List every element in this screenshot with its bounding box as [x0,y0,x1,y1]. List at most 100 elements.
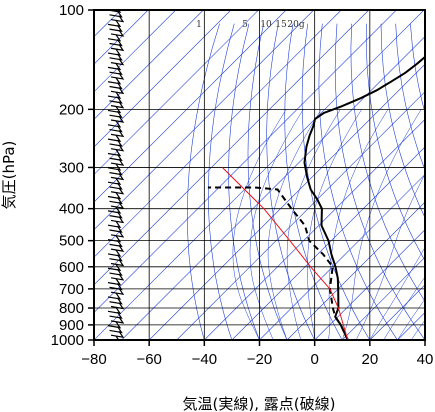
isotherm-line [94,10,259,175]
wind-barb [109,297,123,305]
wind-barb [107,163,122,171]
isotherm-line [94,10,370,286]
isotherm-line [94,10,314,231]
x-tick-label: −40 [192,351,217,368]
isotherm-line [424,339,425,340]
wind-barb [110,115,125,123]
wind-barbs [107,10,125,340]
x-tick-label: 20 [361,351,378,368]
dry-adiabat-line [365,23,425,262]
x-tick-label: −60 [136,351,161,368]
wind-barb [110,201,125,209]
isotherm-line [286,201,425,340]
wind-barb [109,254,123,262]
isotherm-line [94,10,397,313]
wind-barb [110,130,125,138]
y-tick-label: 600 [59,259,84,276]
moist-adiabat-line [410,319,425,340]
dry-adiabat-line [247,23,288,340]
wind-barb [109,211,123,219]
moist-adiabat-line [424,339,425,340]
y-tick-label: 500 [59,233,84,250]
wind-barb [110,101,125,109]
sounding-series [207,55,425,340]
mixing-ratio-label: 20g [287,20,304,30]
wind-barb [107,192,122,200]
wind-barb [110,58,125,66]
wind-barb [109,311,123,319]
wind-barb [109,283,123,291]
wind-barb [107,321,122,329]
isotherm-line [94,10,425,340]
dry-adiabat-line [395,23,425,171]
dry-adiabat-line [318,23,398,340]
isotherm-line [397,311,425,340]
y-tick-label: 700 [59,281,84,298]
x-axis: −80 −60 −40 −20 0 20 40 [81,340,433,368]
wind-barb [109,24,123,32]
series-line-1 [207,186,349,340]
mixing-ratio-labels: 1 5 10 15 20g [196,20,305,30]
wind-barb [110,173,125,181]
wind-barb [107,206,122,214]
wind-barb [107,177,122,185]
moist-adiabat-line [267,109,322,340]
wind-barb [110,72,125,80]
y-tick-label: 100 [59,2,84,19]
dry-adiabat-line [228,23,260,340]
y-tick-label: 800 [59,300,84,317]
x-tick-label: 40 [417,351,434,368]
wind-barb [107,220,122,229]
isotherm-line [231,146,425,340]
x-tick-label: −80 [81,351,106,368]
wind-barb [109,110,123,119]
wind-barb [110,216,125,224]
wind-barb [110,15,125,23]
wind-barb [109,326,123,334]
wind-barb [110,287,125,295]
dry-adiabat-line [350,23,425,302]
isotherm-line [94,10,342,258]
dry-adiabat-line [424,23,425,27]
dry-adiabat-line [380,23,425,219]
wind-barb [109,82,123,90]
dry-adiabat-line [301,23,371,340]
y-tick-label: 900 [59,317,84,334]
wind-barb [110,273,125,281]
wind-barb [107,20,122,28]
wind-barb [110,244,125,252]
dry-adiabat-line [266,23,315,340]
isotherm-line [94,10,204,120]
y-tick-label: 300 [59,159,84,176]
wind-barb [107,34,122,42]
wind-barb [109,196,123,205]
wind-barb [109,225,123,233]
wind-barb [110,230,125,238]
wind-barb [109,53,123,61]
mixing-ratio-label: 1 [196,20,202,30]
isotherm-line [94,10,232,148]
mixing-ratio-label: 10 [260,20,272,30]
wind-barb [107,278,122,286]
wind-barb [109,125,123,133]
wind-barb [110,29,125,37]
wind-barb [109,268,123,276]
wind-barb [110,316,125,324]
wind-barb [107,63,122,71]
moist-adiabat-line [383,276,425,340]
isotherm-line [121,36,425,340]
x-tick-label: −20 [247,351,272,368]
x-axis-title: 気温(実線), 露点(破線) [183,395,336,412]
wind-barb [107,120,122,128]
mixing-ratio-label: 5 [242,20,248,30]
wind-barb [107,48,122,56]
wind-barb [107,235,122,243]
wind-barb [109,96,123,104]
wind-barb [110,43,125,52]
wind-barb [110,144,125,152]
isotherm-line [342,256,425,340]
wind-barb [110,259,125,267]
wind-barb [110,86,125,95]
dry-adiabat-line [284,23,343,340]
